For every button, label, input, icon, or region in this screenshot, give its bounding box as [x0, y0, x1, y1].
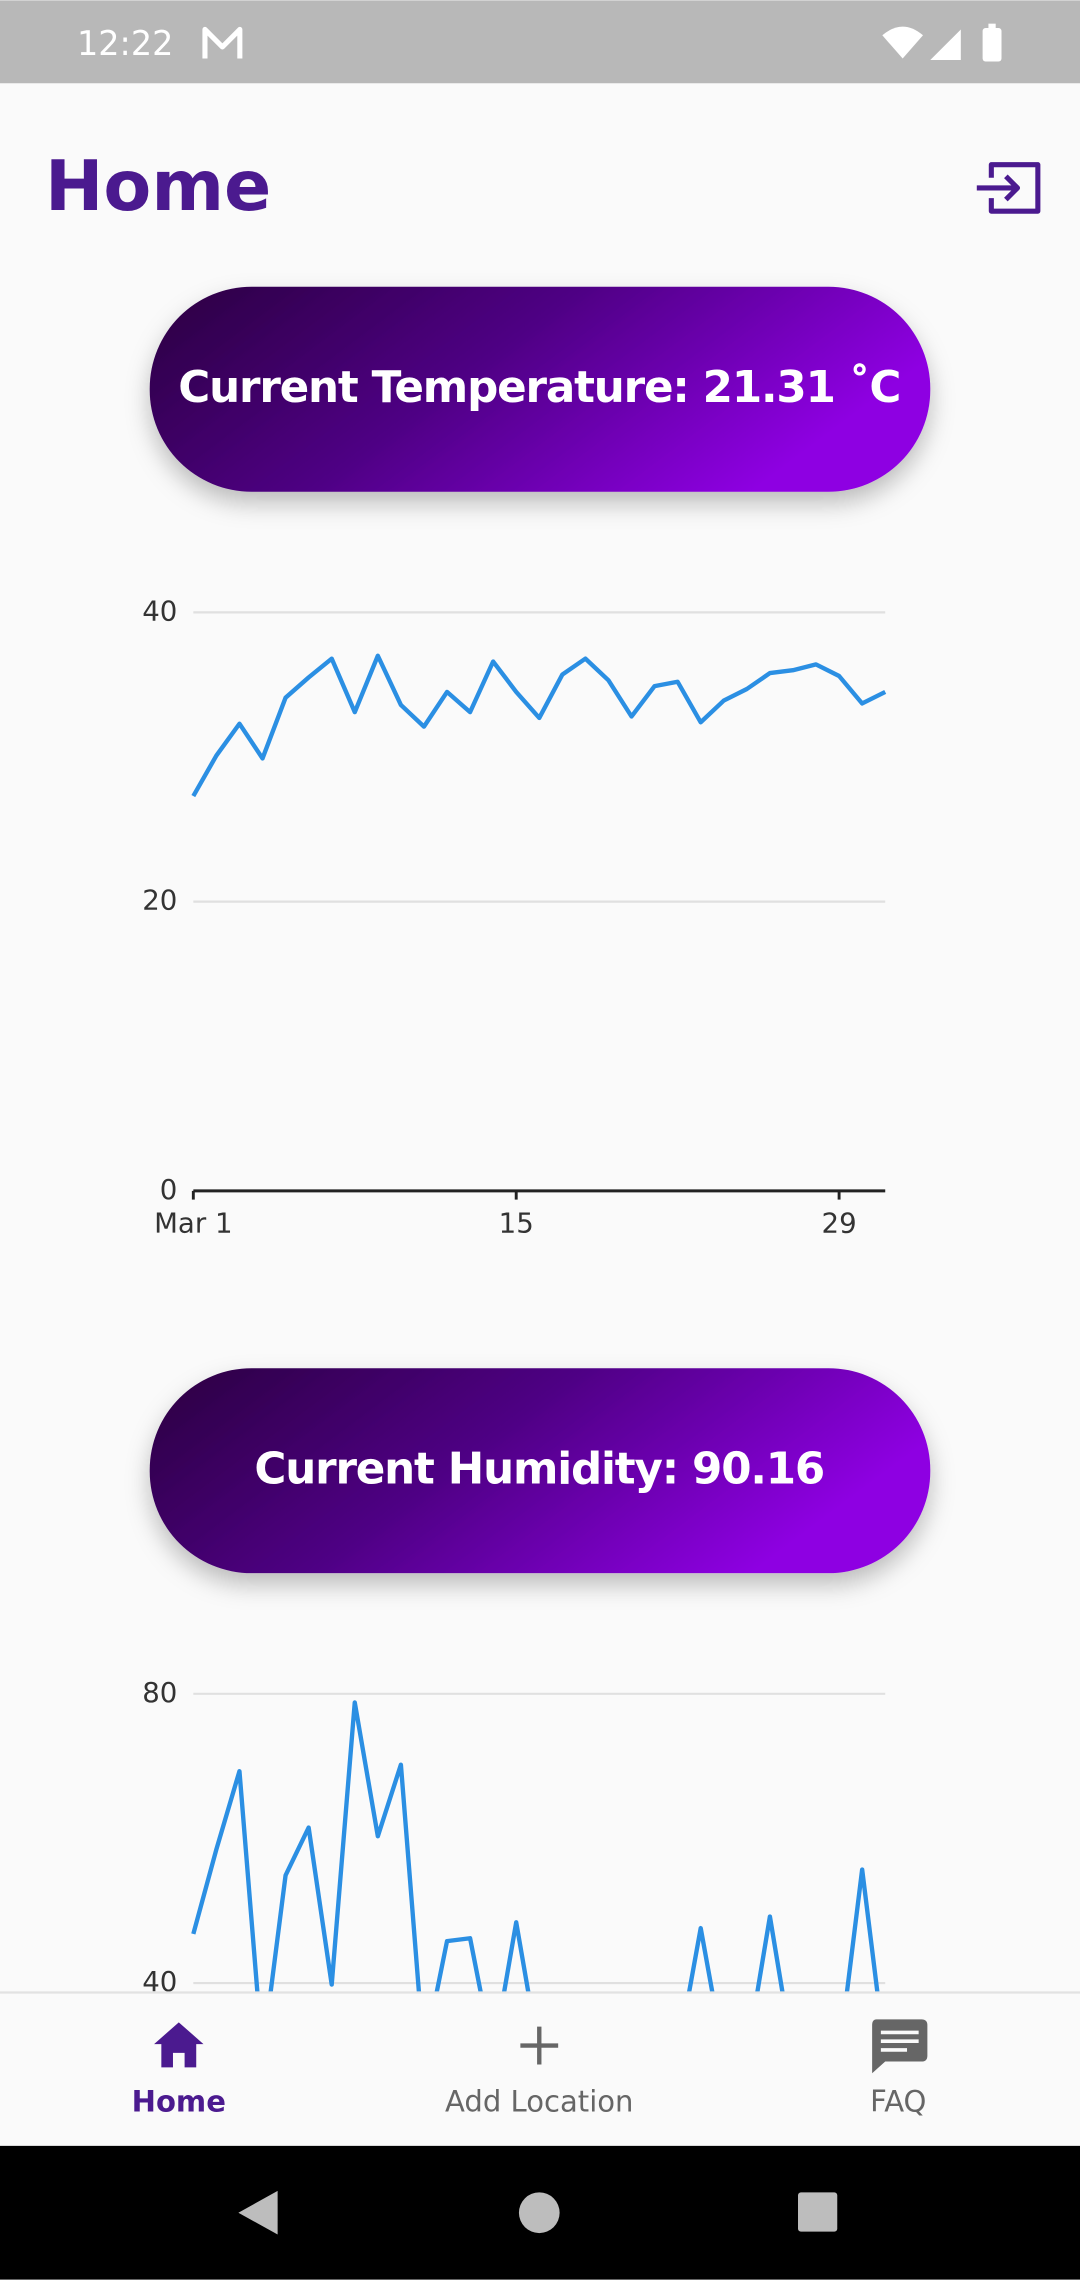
battery-tip [988, 23, 996, 30]
y-tick-label: 20 [142, 884, 177, 917]
humidity-card [149, 1368, 931, 1574]
bottom-nav [0, 1991, 1080, 2146]
nav-label: FAQ [870, 2085, 926, 2119]
y-tick-label: 40 [142, 1965, 177, 1998]
back-button[interactable] [238, 2190, 278, 2235]
home-button[interactable] [518, 2192, 560, 2234]
status-time: 12:22 [77, 24, 173, 63]
nav-label: Add Location [445, 2085, 633, 2119]
home-icon [154, 2022, 204, 2068]
logout-frame [988, 162, 1041, 214]
mail-icon [202, 26, 243, 59]
wifi-icon [882, 26, 924, 59]
plus-icon [520, 2026, 559, 2065]
data-line [191, 653, 887, 798]
x-tick-label: Mar 1 [154, 1206, 232, 1239]
humidity-chart: 40 80 [142, 1676, 886, 1998]
nav-add-location[interactable]: Add Location [445, 2026, 633, 2119]
y-tick-label: 40 [142, 594, 177, 627]
temperature-card [149, 286, 931, 492]
x-tick-label: 29 [822, 1206, 857, 1239]
temperature-text: Current Temperature: 21.31 ˚C [178, 362, 900, 413]
page-title: Home [45, 146, 271, 227]
nav-label: Home [132, 2085, 226, 2119]
nav-home[interactable]: Home [132, 2022, 226, 2119]
x-tick-label: 15 [499, 1206, 534, 1239]
nav-faq[interactable]: FAQ [870, 2019, 928, 2119]
humidity-text: Current Humidity: 90.16 [254, 1444, 824, 1494]
recents-button[interactable] [798, 2192, 838, 2232]
logout-button[interactable] [976, 162, 1041, 214]
temperature-chart: 0 20 40 Mar 1 15 29 [142, 594, 887, 1239]
logout-arrow [976, 174, 1021, 202]
faq-icon-lines [880, 2030, 919, 2052]
data-line [191, 1700, 880, 1992]
y-tick-label: 0 [160, 1173, 178, 1206]
y-tick-label: 80 [142, 1676, 177, 1709]
battery-icon [982, 28, 1002, 62]
